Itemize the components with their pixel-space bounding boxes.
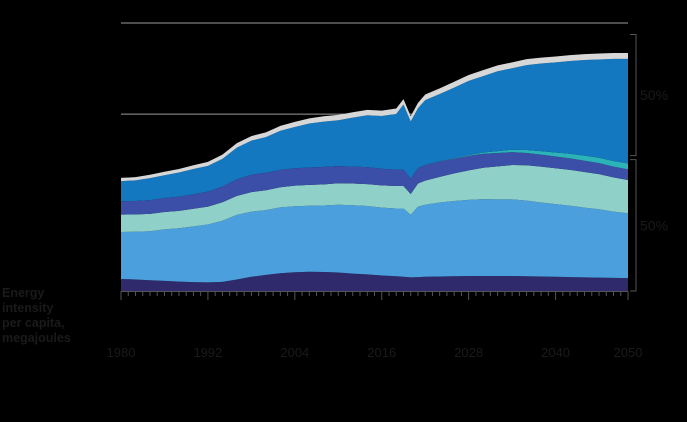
bracket-label-0: 50% [640,87,668,103]
x-tick-label-2040: 2040 [541,345,570,360]
y-axis-label: Energy intensity per capita, megajoules [2,286,71,345]
bracket-1 [630,159,637,292]
y-axis-label-line: per capita, [2,316,65,330]
y-axis-label-line: megajoules [2,331,71,345]
x-tick-label-1980: 1980 [107,345,136,360]
x-tick-label-2050: 2050 [614,345,643,360]
bracket-label-1: 50% [640,217,668,233]
y-axis-label-line: intensity [2,301,53,315]
area-series-3 [121,152,628,215]
share-brackets: 50% 50% [630,34,668,292]
area-series-2 [121,165,628,233]
area-series-4 [121,149,628,202]
x-axis: 1980 1992 2004 2016 2028 2040 2050 [107,291,643,360]
area-series-1 [121,199,628,283]
x-tick-label-1992: 1992 [193,345,222,360]
x-tick-label-2004: 2004 [280,345,309,360]
y-axis-label-line: Energy [2,286,44,300]
area-series-0 [121,271,628,291]
area-layers [121,53,628,291]
x-tick-label-2016: 2016 [367,345,396,360]
bracket-0 [630,34,637,157]
area-series-5 [121,58,628,202]
x-tick-label-2028: 2028 [454,345,483,360]
